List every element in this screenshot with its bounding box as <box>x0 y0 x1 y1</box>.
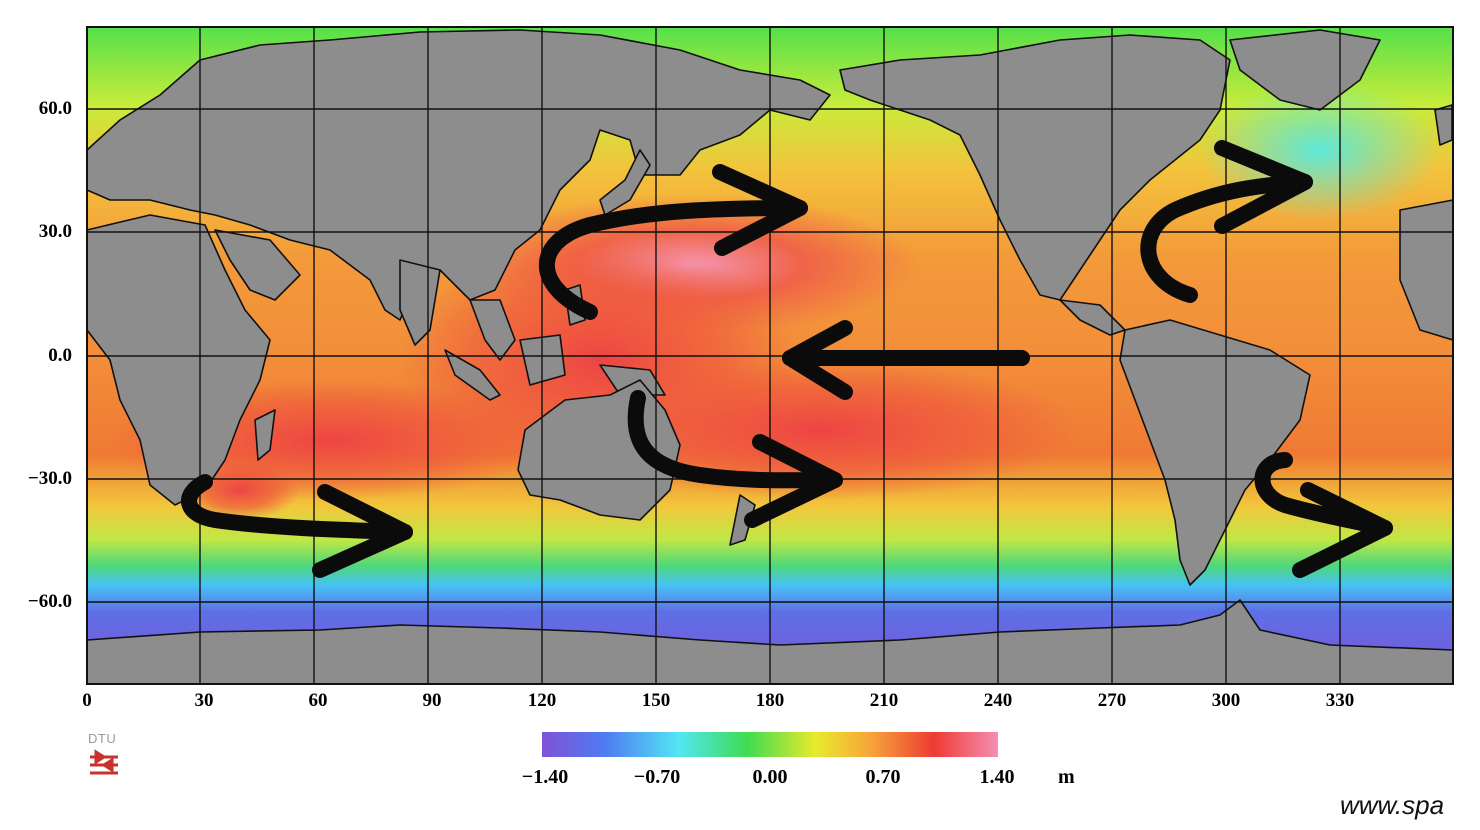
lat-label-30: 30.0 <box>38 221 72 242</box>
lon-label-300: 300 <box>1211 690 1241 711</box>
arabia <box>214 229 301 301</box>
colorbar-tick-1: −1.40 <box>521 766 569 788</box>
north-atlantic-gyre-arrow <box>1140 140 1313 303</box>
africa <box>86 214 271 506</box>
madagascar <box>254 409 276 461</box>
south-america <box>1119 319 1311 586</box>
colorbar-tick-4: 0.70 <box>865 766 901 788</box>
south-pacific-warm-band <box>560 360 1080 500</box>
central-america <box>1059 299 1126 336</box>
lon-label-240: 240 <box>983 690 1013 711</box>
south-pacific-gyre-arrow <box>627 390 843 528</box>
map-frame <box>86 26 1454 685</box>
lon-label-330: 330 <box>1325 690 1355 711</box>
new-guinea <box>599 364 666 396</box>
colorbar <box>542 732 998 757</box>
north-america <box>839 34 1231 301</box>
eurasia <box>86 29 831 321</box>
colorbar-tick-2: −0.70 <box>633 766 681 788</box>
lon-label-210: 210 <box>869 690 899 711</box>
north-pacific-gyre-arrow <box>538 164 808 320</box>
south-atlantic-gyre-arrow <box>1254 452 1393 578</box>
circulation-arrows <box>181 140 1393 578</box>
new-zealand <box>729 494 756 546</box>
colorbar-unit: m <box>1058 766 1075 788</box>
colorbar-tick-5: 1.40 <box>979 766 1015 788</box>
lon-label-30: 30 <box>194 690 214 711</box>
india <box>399 259 441 346</box>
lon-label-270: 270 <box>1097 690 1127 711</box>
lon-label-150: 150 <box>641 690 671 711</box>
lon-label-60: 60 <box>308 690 328 711</box>
colorbar-tick-3: 0.00 <box>752 766 788 788</box>
lat-label-minus60: −60.0 <box>27 591 72 612</box>
lon-label-120: 120 <box>527 690 557 711</box>
lat-label-0: 0.0 <box>48 345 72 366</box>
lon-label-0: 0 <box>82 690 92 711</box>
lon-label-180: 180 <box>755 690 785 711</box>
indochina <box>469 299 516 361</box>
equatorial-current-arrow <box>782 320 1030 400</box>
watermark-url: www.spa <box>1340 790 1445 820</box>
lon-label-90: 90 <box>422 690 442 711</box>
indian-ocean-gyre-arrow <box>181 474 413 578</box>
lat-label-minus30: −30.0 <box>27 468 72 489</box>
dtu-logo-text: DTU <box>88 731 117 746</box>
west-africa-edge <box>1399 199 1454 341</box>
sumatra <box>444 349 501 401</box>
dtu-logo-icon <box>90 749 118 775</box>
lat-label-60: 60.0 <box>38 98 72 119</box>
